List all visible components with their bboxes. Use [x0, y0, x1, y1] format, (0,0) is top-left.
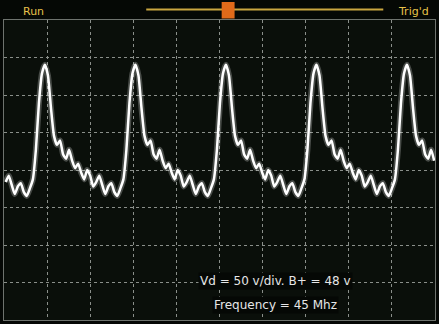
svg-text:Trig'd: Trig'd [398, 5, 429, 18]
svg-text:Run: Run [23, 5, 44, 18]
svg-text:Frequency = 45 Mhz: Frequency = 45 Mhz [214, 298, 337, 312]
svg-text:Vd = 50 v/div. B+ = 48 v: Vd = 50 v/div. B+ = 48 v [200, 274, 351, 288]
